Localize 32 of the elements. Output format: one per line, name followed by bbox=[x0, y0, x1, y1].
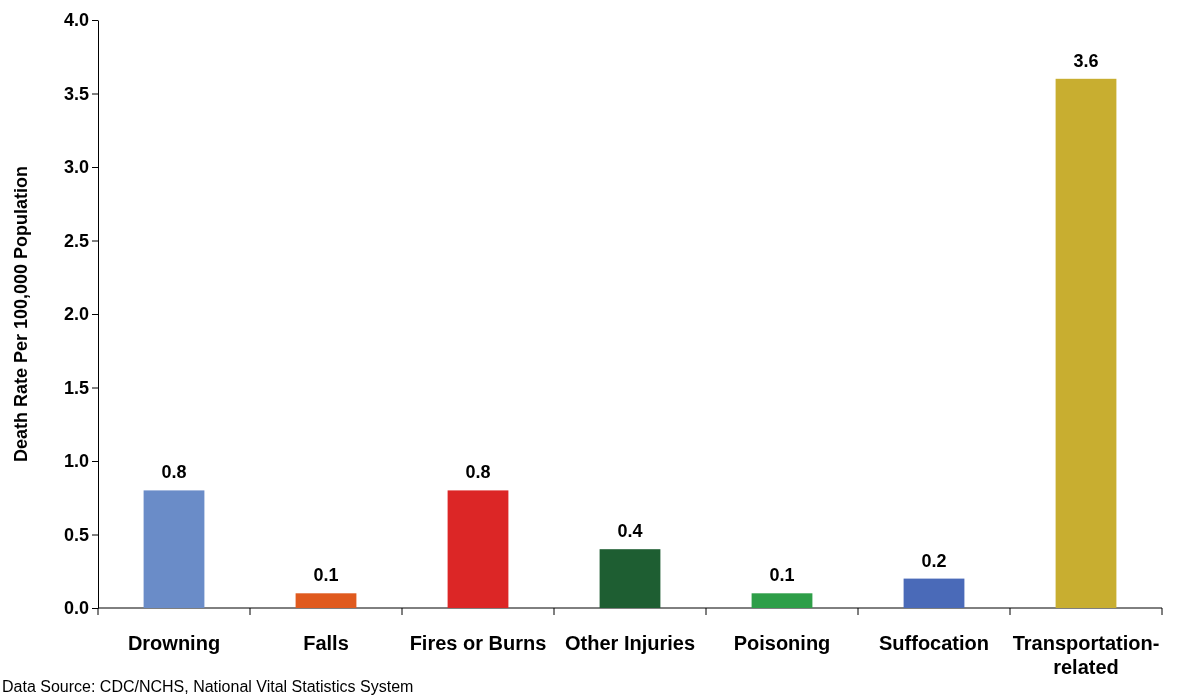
bar bbox=[1055, 78, 1117, 608]
bar bbox=[903, 578, 965, 608]
bar bbox=[143, 490, 205, 608]
data-label: 0.8 bbox=[465, 462, 491, 483]
x-tick-label: Fires or Burns bbox=[409, 632, 547, 654]
y-tick-label: 2.5 bbox=[63, 230, 89, 251]
data-label: 0.1 bbox=[313, 565, 339, 586]
x-tick-label: Poisoning bbox=[733, 632, 831, 654]
x-tick-label: Falls bbox=[303, 632, 349, 654]
data-label: 0.4 bbox=[617, 521, 643, 542]
x-tick-label: Other Injuries bbox=[564, 632, 696, 654]
bar bbox=[447, 490, 509, 608]
data-label: 3.6 bbox=[1073, 50, 1099, 71]
source-note: Data Source: CDC/NCHS, National Vital Statistics System bbox=[2, 678, 414, 695]
y-tick-label: 3.0 bbox=[63, 157, 89, 178]
y-tick-label: 0.0 bbox=[63, 598, 89, 619]
y-axis-title: Death Rate Per 100,000 Population bbox=[11, 165, 31, 463]
y-tick-label: 3.5 bbox=[63, 83, 89, 104]
y-tick-label: 1.0 bbox=[63, 451, 89, 472]
bar bbox=[295, 593, 357, 608]
data-label: 0.2 bbox=[921, 550, 947, 571]
data-label: 0.8 bbox=[161, 462, 187, 483]
y-tick-label: 1.5 bbox=[63, 377, 89, 398]
x-tick-label: Transportation-related bbox=[1012, 632, 1160, 678]
x-tick-label: Drowning bbox=[127, 632, 221, 654]
x-tick-label: Suffocation bbox=[879, 632, 989, 654]
y-tick-label: 4.0 bbox=[63, 10, 89, 31]
y-tick-label: 0.5 bbox=[63, 524, 89, 545]
bar bbox=[751, 593, 813, 608]
y-tick-label: 2.0 bbox=[63, 304, 89, 325]
data-label: 0.1 bbox=[769, 565, 795, 586]
bar bbox=[599, 549, 661, 608]
